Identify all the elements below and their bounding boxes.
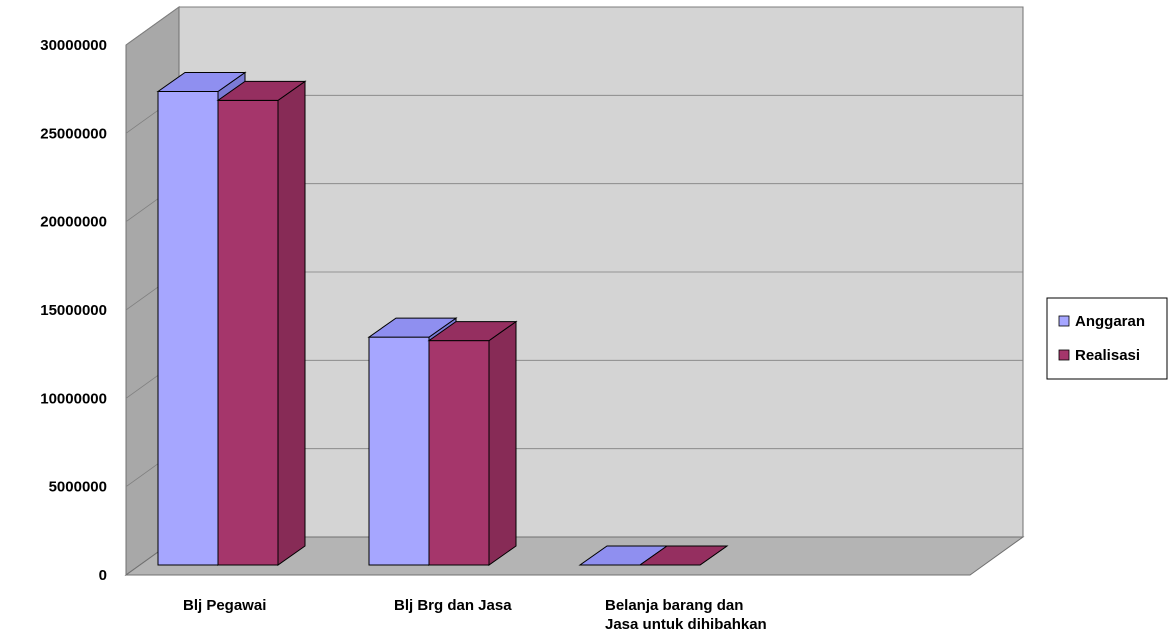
bar-top-face bbox=[367, 317, 458, 338]
y-tick-label: 0 bbox=[99, 567, 107, 584]
bar-top-face bbox=[156, 72, 247, 92]
bar-side-face bbox=[488, 320, 517, 566]
legend-swatch-anggaran bbox=[1058, 315, 1070, 327]
legend-label-anggaran: Anggaran bbox=[1075, 313, 1145, 330]
x-category-label: Belanja barang dan Jasa untuk dihibahkan bbox=[605, 597, 767, 633]
x-category-label: Blj Pegawai bbox=[183, 597, 266, 614]
y-axis: 0 5000000 10000000 15000000 20000000 25000000… bbox=[40, 37, 107, 584]
legend-box bbox=[1046, 297, 1168, 380]
bar-realisasi-1 bbox=[216, 80, 307, 566]
bar-realisasi-2 bbox=[427, 320, 518, 566]
y-tick-label: 15000000 bbox=[40, 302, 107, 319]
y-tick-label: 5000000 bbox=[49, 479, 107, 496]
gridline bbox=[125, 6, 1023, 46]
bar-top-face bbox=[216, 80, 307, 101]
y-tick-label: 25000000 bbox=[40, 125, 107, 142]
bar-top-face bbox=[427, 321, 518, 342]
y-tick-label: 10000000 bbox=[40, 390, 107, 407]
legend-swatch-realisasi bbox=[1058, 349, 1070, 361]
y-tick-label: 20000000 bbox=[40, 214, 107, 231]
x-axis: Blj Pegawai Blj Brg dan Jasa Belanja baran… bbox=[183, 597, 767, 633]
bar-front-face bbox=[428, 340, 490, 566]
bar-top-face bbox=[638, 545, 729, 566]
bar-realisasi-3 bbox=[638, 545, 729, 566]
bar-front-face bbox=[368, 336, 430, 566]
bar-front-face bbox=[157, 91, 219, 566]
bar-front-face bbox=[217, 99, 279, 566]
legend-label-realisasi: Realisasi bbox=[1075, 347, 1140, 364]
x-category-label: Blj Brg dan Jasa bbox=[394, 597, 512, 614]
bars bbox=[156, 71, 729, 566]
legend: Anggaran Realisasi bbox=[1046, 297, 1168, 380]
bar-side-face bbox=[277, 80, 306, 566]
y-tick-label: 30000000 bbox=[40, 37, 107, 54]
